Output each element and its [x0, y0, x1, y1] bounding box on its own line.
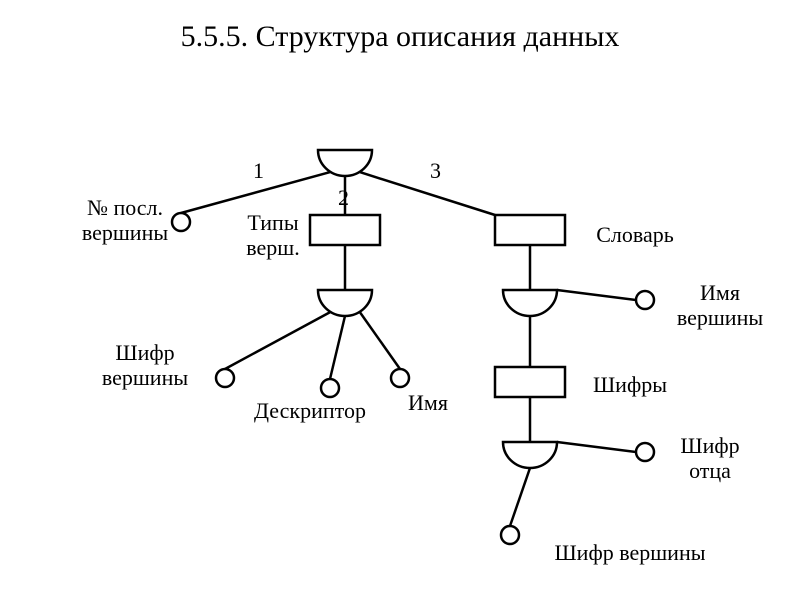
- label-shifrversh-left: Шифрвершины: [85, 340, 205, 391]
- label-imyaversh: Имявершины: [655, 280, 785, 331]
- label-slovar: Словарь: [580, 222, 690, 247]
- label-shifrversh-bot: Шифр вершины: [525, 540, 735, 565]
- label-imya: Имя: [393, 390, 463, 415]
- label-deskriptor: Дескриптор: [230, 398, 390, 423]
- edge-label-2: 2: [338, 185, 349, 210]
- label-tipy: Типыверш.: [238, 210, 308, 261]
- edge-label-1: 1: [253, 158, 264, 183]
- edge-label-3: 3: [430, 158, 441, 183]
- label-nposl: № посл.вершины: [70, 195, 180, 246]
- label-shifry: Шифры: [575, 372, 685, 397]
- label-shifrotca: Шифротца: [655, 433, 765, 484]
